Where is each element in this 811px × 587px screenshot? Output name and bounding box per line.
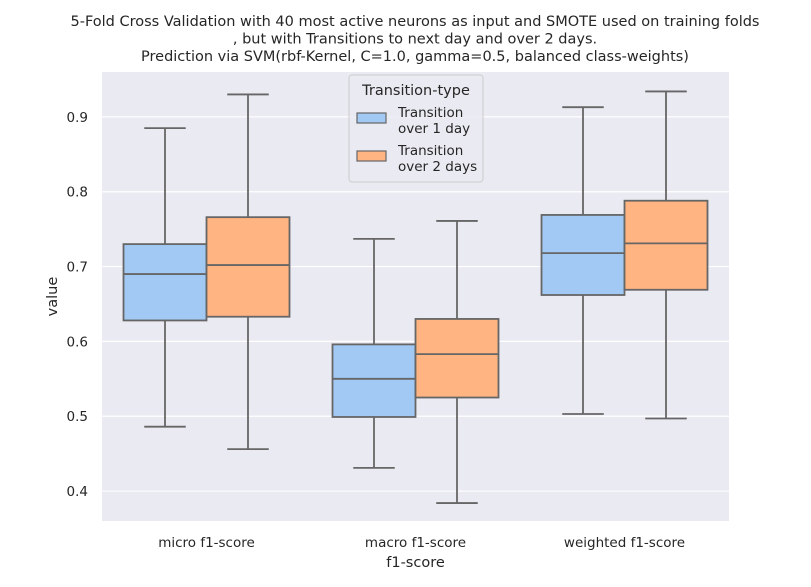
y-axis-ticks: 0.4 0.5 0.6 0.7 0.8 0.9 xyxy=(67,110,88,500)
title-line: 5-Fold Cross Validation with 40 most act… xyxy=(71,14,760,30)
y-tick-label: 0.7 xyxy=(67,260,88,276)
box-body xyxy=(540,214,626,296)
x-axis-label: f1-score xyxy=(386,555,445,571)
y-tick-label: 0.4 xyxy=(67,484,88,500)
title-line: Prediction via SVM(rbf-Kernel, C=1.0, ga… xyxy=(141,49,689,65)
box-1-2 xyxy=(623,90,709,420)
box-body xyxy=(414,318,500,399)
box-1-1 xyxy=(414,220,500,504)
box-body xyxy=(331,343,417,418)
x-tick-label: micro f1-score xyxy=(158,535,255,551)
legend-label: Transition xyxy=(397,105,463,121)
y-tick-label: 0.5 xyxy=(67,409,88,425)
x-axis-ticks: micro f1-score macro f1-score weighted f1-… xyxy=(158,535,685,551)
y-tick-label: 0.6 xyxy=(67,334,88,350)
legend-label: over 1 day xyxy=(398,121,470,137)
legend-label: over 2 days xyxy=(398,159,477,175)
y-axis-label: value xyxy=(45,277,61,317)
legend-swatch xyxy=(356,112,387,124)
x-tick-label: macro f1-score xyxy=(365,535,466,551)
box-0-0 xyxy=(122,127,208,428)
box-0-2 xyxy=(540,106,626,415)
chart-title: 5-Fold Cross Validation with 40 most act… xyxy=(71,14,760,65)
legend-title: Transition-type xyxy=(361,83,470,99)
boxes xyxy=(122,90,709,504)
box-body xyxy=(205,216,291,318)
legend-swatch xyxy=(356,150,387,162)
box-body xyxy=(623,199,709,291)
box-body xyxy=(122,243,208,322)
y-tick-label: 0.9 xyxy=(67,110,88,126)
x-tick-label: weighted f1-score xyxy=(564,535,685,551)
box-1-0 xyxy=(205,93,291,451)
box-0-1 xyxy=(331,237,417,469)
y-tick-label: 0.8 xyxy=(67,185,88,201)
title-line: , but with Transitions to next day and o… xyxy=(233,32,597,48)
legend-label: Transition xyxy=(397,143,463,159)
